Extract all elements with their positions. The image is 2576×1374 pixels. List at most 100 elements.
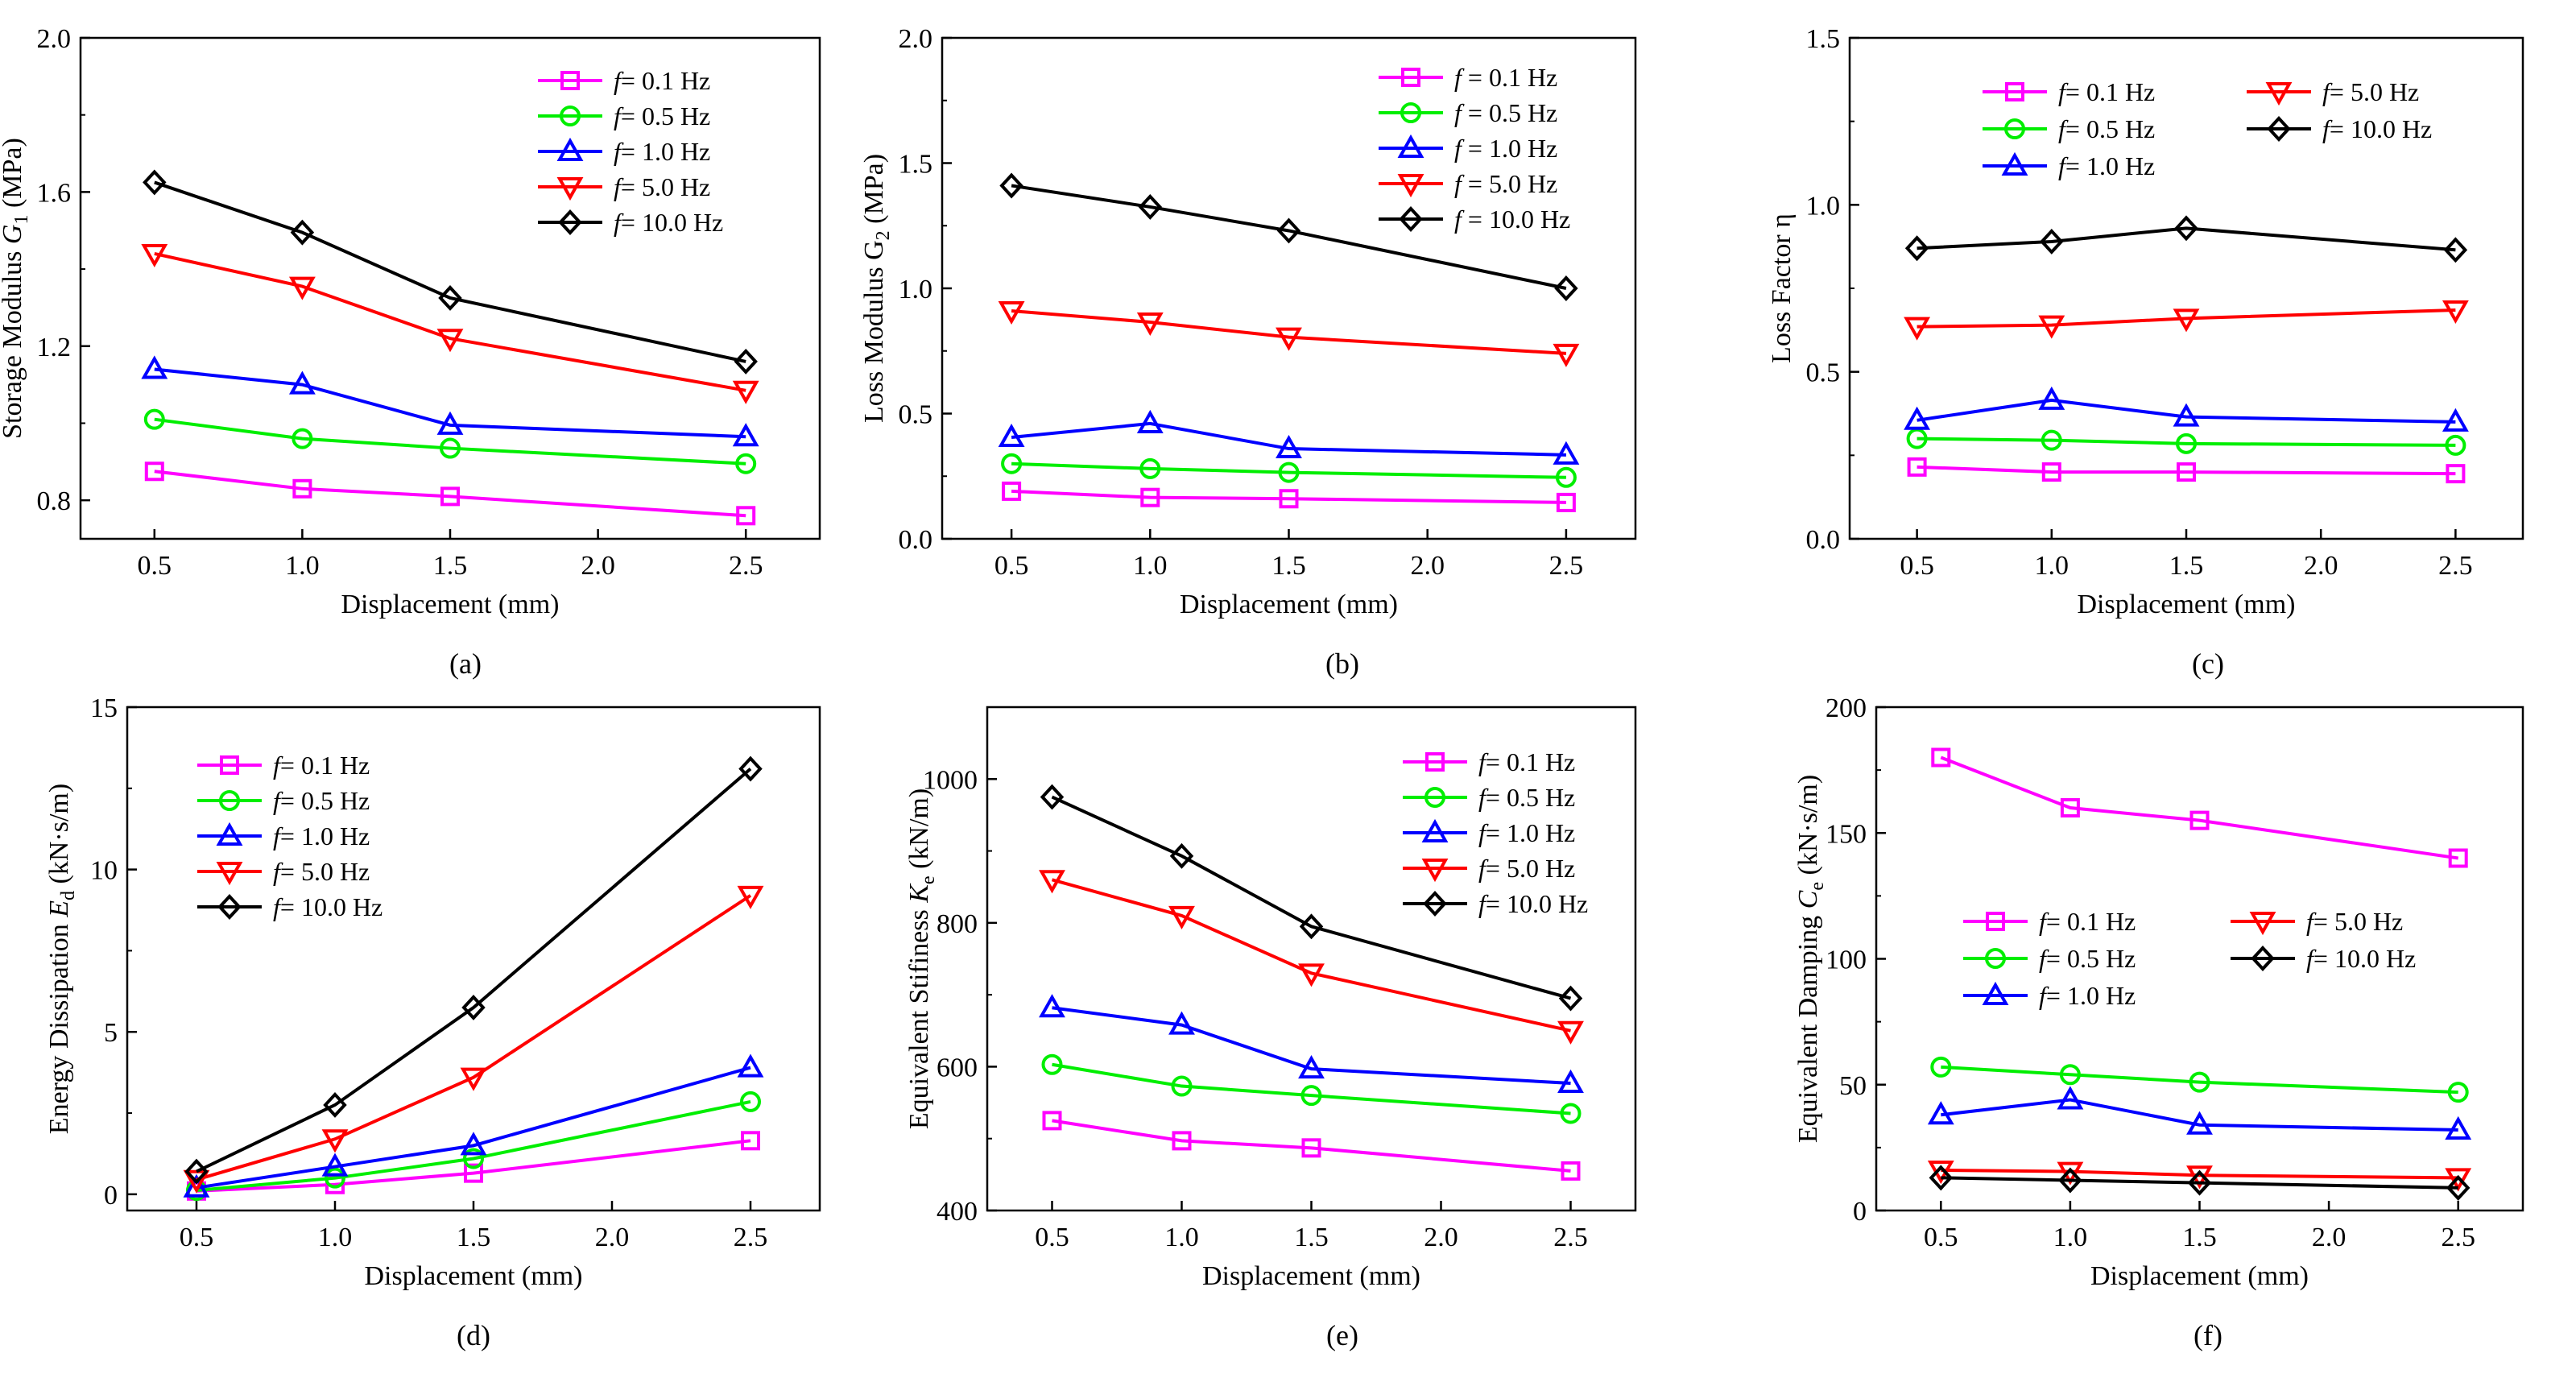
data-point-marker: [740, 1091, 761, 1112]
legend-entry: f= 10.0 Hz: [2247, 114, 2432, 143]
series-line: [1011, 421, 1566, 457]
data-point-marker: [1299, 913, 1324, 940]
data-point-marker: [292, 478, 312, 499]
legend-label: f = 5.0 Hz: [1454, 169, 1557, 198]
legend: f= 0.1 Hz f= 0.5 Hz f= 1.0 Hz f= 5.0 Hz f= 1…: [197, 751, 382, 921]
data-point-marker: [1136, 312, 1164, 337]
data-point-marker: [2446, 1174, 2471, 1201]
series-f-1-0-hz: [1904, 386, 2469, 432]
legend-entry: f= 10.0 Hz: [2231, 944, 2416, 973]
legend-label-text: = 0.1 Hz: [621, 66, 710, 95]
y-tick-label: 1000: [923, 765, 978, 795]
x-tick-label: 1.5: [2169, 551, 2204, 581]
series-f-5-0-hz: [141, 243, 759, 404]
series-f-1-0-hz: [1039, 994, 1584, 1093]
x-tick-label: 1.0: [2035, 551, 2069, 581]
data-point-marker: [1039, 870, 1065, 894]
legend-entry: f= 0.1 Hz: [538, 66, 710, 95]
legend-label-text: = 0.5 Hz: [280, 786, 370, 815]
legend-entry: f= 1.0 Hz: [1983, 151, 2155, 180]
data-point-marker: [321, 1129, 349, 1153]
series-line: [1011, 461, 1566, 479]
data-point-marker: [184, 1158, 209, 1185]
legend-label: f= 0.5 Hz: [614, 101, 710, 130]
x-tick-label: 0.5: [1900, 551, 1934, 581]
data-point-marker: [1039, 994, 1065, 1018]
data-point-marker: [737, 1053, 764, 1078]
series-f-5-0-hz: [1039, 870, 1584, 1045]
data-point-marker: [1139, 457, 1161, 479]
legend-label-text: = 10.0 Hz: [1486, 889, 1588, 918]
legend-entry: f= 1.0 Hz: [197, 822, 370, 850]
data-point-marker: [1557, 1020, 1584, 1045]
data-point-marker: [1904, 317, 1931, 341]
series-f-5-0-hz: [1904, 300, 2469, 341]
x-tick-label: 1.0: [318, 1223, 353, 1252]
data-point-marker: [737, 885, 764, 909]
data-point-marker: [2173, 308, 2200, 333]
series-line: [1941, 1065, 2458, 1095]
series-line: [1916, 465, 2456, 476]
series-f-10-0-hz: [999, 172, 1578, 301]
data-point-marker: [2040, 228, 2064, 255]
chart-panel-e: 0.5 1.0 1.5 2.0 2.5 400 600 800 1000 Displacement…: [904, 706, 1637, 1351]
y-axis-label-subscript: 2: [873, 230, 894, 240]
y-axis-label-variable: E: [44, 900, 74, 918]
data-point-marker: [2041, 429, 2062, 451]
legend-label: f= 5.0 Hz: [2306, 907, 2403, 936]
data-point-marker: [1298, 1055, 1325, 1079]
legend-label-text: = 1.0 Hz: [621, 137, 710, 166]
x-tick-label: 1.0: [1164, 1223, 1199, 1252]
legend-entry: f= 10.0 Hz: [197, 892, 382, 921]
series-f-0-5-hz: [1906, 428, 2466, 456]
y-tick-label: 0.5: [1806, 358, 1841, 388]
legend-entry: f= 0.5 Hz: [1403, 783, 1575, 812]
legend-label: f= 5.0 Hz: [273, 857, 370, 886]
y-tick-label: 1.5: [899, 150, 933, 180]
y-tick-label: 100: [1826, 946, 1867, 975]
legend-entry: f= 10.0 Hz: [1403, 889, 1588, 918]
data-point-marker: [1553, 441, 1580, 465]
data-point-marker: [144, 461, 164, 482]
data-point-marker: [440, 486, 460, 507]
panel-caption: (e): [1326, 1319, 1358, 1351]
series-line: [1916, 226, 2456, 252]
x-tick-label: 1.5: [457, 1223, 491, 1252]
legend-label-text: = 0.5 Hz: [1486, 783, 1575, 812]
legend-label-text: = 0.5 Hz: [621, 101, 710, 130]
y-axis-label-unit: (MPa): [0, 138, 27, 214]
y-tick-label: 5: [104, 1018, 118, 1048]
y-axis-label-subscript: e: [918, 875, 939, 884]
y-tick-label: 200: [1826, 693, 1867, 723]
y-axis-label-text: Storage Modulus: [0, 244, 27, 439]
data-point-marker: [1276, 327, 1302, 351]
data-point-marker: [2442, 300, 2469, 325]
legend-entry: f= 0.1 Hz: [1963, 907, 2136, 936]
panel-caption: (c): [2192, 648, 2224, 680]
data-point-marker: [290, 219, 315, 246]
data-point-marker: [2445, 1168, 2472, 1192]
legend-label: f= 0.5 Hz: [2058, 114, 2155, 143]
legend-entry: f= 0.1 Hz: [197, 751, 370, 780]
series-line: [196, 1139, 751, 1193]
x-axis-label: Displacement (mm): [2090, 1261, 2309, 1291]
data-point-marker: [2176, 432, 2197, 454]
data-point-marker: [1904, 406, 1931, 430]
data-point-marker: [1930, 1056, 1952, 1078]
legend-entry: f = 1.0 Hz: [1379, 134, 1557, 163]
y-tick-label: 15: [90, 693, 118, 723]
legend-marker: [2001, 151, 2028, 176]
chart-panel-a: 0.5 1.0 1.5 2.0 2.5 0.8 1.2 1.6 2.0 Displacement …: [0, 24, 821, 680]
legend-marker: [2005, 82, 2024, 101]
x-tick-label: 1.0: [1133, 551, 1168, 581]
data-point-marker: [1301, 1138, 1321, 1158]
data-point-marker: [1136, 409, 1164, 433]
legend-marker: [2265, 82, 2293, 106]
y-tick-label: 2.0: [899, 24, 933, 54]
legend-label: f= 5.0 Hz: [614, 172, 710, 201]
y-axis-label: Storage Modulus G1 (MPa): [0, 138, 32, 439]
data-point-marker: [2059, 1064, 2081, 1086]
series-f-0-1-hz: [1002, 481, 1576, 512]
y-axis-label-subscript: d: [58, 891, 79, 900]
legend-entry: f= 0.5 Hz: [1983, 114, 2155, 143]
